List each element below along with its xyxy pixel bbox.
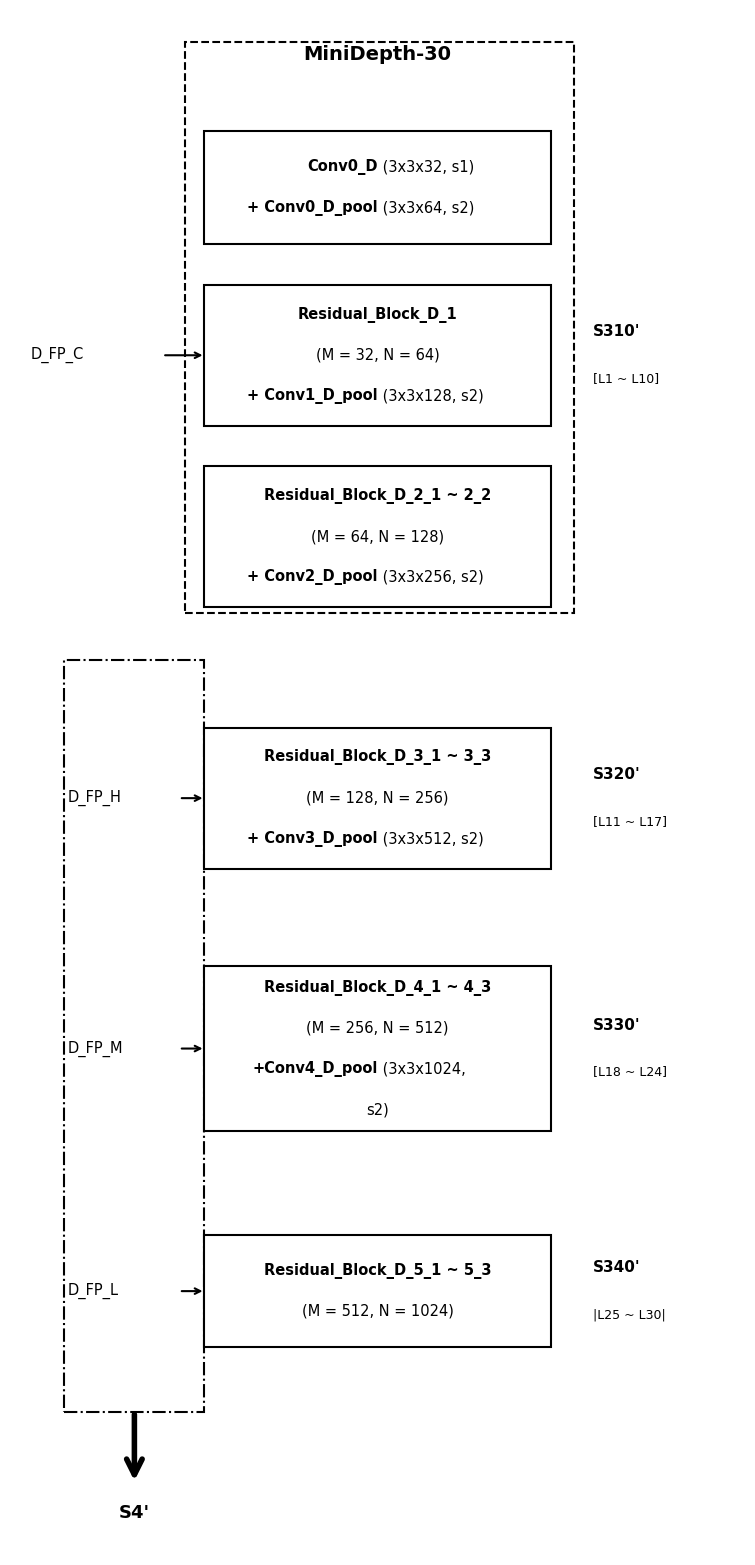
Text: (M = 64, N = 128): (M = 64, N = 128) [311,529,444,545]
Text: Residual_Block_D_3_1 ~ 3_3: Residual_Block_D_3_1 ~ 3_3 [264,750,491,765]
Text: (M = 128, N = 256): (M = 128, N = 256) [307,790,448,806]
Text: (3x3x1024,: (3x3x1024, [378,1061,465,1077]
Bar [204,1235,551,1347]
Text: D_FP_C: D_FP_C [30,347,84,363]
Text: D_FP_M: D_FP_M [68,1041,124,1056]
Text: MiniDepth-30: MiniDepth-30 [304,45,451,64]
Text: D_FP_H: D_FP_H [68,790,122,806]
Text: S330': S330' [593,1017,640,1033]
Bar [204,285,551,426]
Text: s2): s2) [366,1102,389,1117]
Text: Residual_Block_D_5_1 ~ 5_3: Residual_Block_D_5_1 ~ 5_3 [263,1263,492,1279]
Bar [204,728,551,869]
Text: [L11 ~ L17]: [L11 ~ L17] [593,815,667,828]
Text: + Conv3_D_pool: + Conv3_D_pool [247,831,378,847]
Text: + Conv0_D_pool: + Conv0_D_pool [247,200,378,216]
Text: Conv0_D: Conv0_D [307,160,378,175]
Text: (3x3x32, s1): (3x3x32, s1) [378,160,473,175]
Text: S340': S340' [593,1260,640,1275]
Text: [L1 ~ L10]: [L1 ~ L10] [593,372,659,385]
Text: (3x3x128, s2): (3x3x128, s2) [378,388,483,404]
Text: D_FP_L: D_FP_L [68,1283,119,1299]
Text: + Conv2_D_pool: + Conv2_D_pool [247,570,378,585]
Bar [64,660,204,1412]
Bar [204,131,551,244]
Text: [L18 ~ L24]: [L18 ~ L24] [593,1066,667,1078]
Text: S310': S310' [593,324,640,340]
Text: (3x3x512, s2): (3x3x512, s2) [378,831,483,847]
Text: Residual_Block_D_1: Residual_Block_D_1 [297,307,458,322]
Text: (3x3x256, s2): (3x3x256, s2) [378,570,483,585]
Text: Residual_Block_D_4_1 ~ 4_3: Residual_Block_D_4_1 ~ 4_3 [264,980,491,995]
Text: Residual_Block_D_2_1 ~ 2_2: Residual_Block_D_2_1 ~ 2_2 [264,488,491,504]
Bar [185,42,574,613]
Bar [204,466,551,607]
Text: + Conv1_D_pool: + Conv1_D_pool [247,388,378,404]
Text: S4': S4' [119,1504,150,1523]
Text: |L25 ~ L30|: |L25 ~ L30| [593,1308,665,1321]
Text: S320': S320' [593,767,640,782]
Text: (M = 32, N = 64): (M = 32, N = 64) [316,347,439,363]
Text: (3x3x64, s2): (3x3x64, s2) [378,200,474,216]
Bar [204,966,551,1130]
Text: (M = 256, N = 512): (M = 256, N = 512) [307,1020,448,1036]
Text: +Conv4_D_pool: +Conv4_D_pool [252,1061,378,1077]
Text: (M = 512, N = 1024): (M = 512, N = 1024) [301,1304,454,1319]
